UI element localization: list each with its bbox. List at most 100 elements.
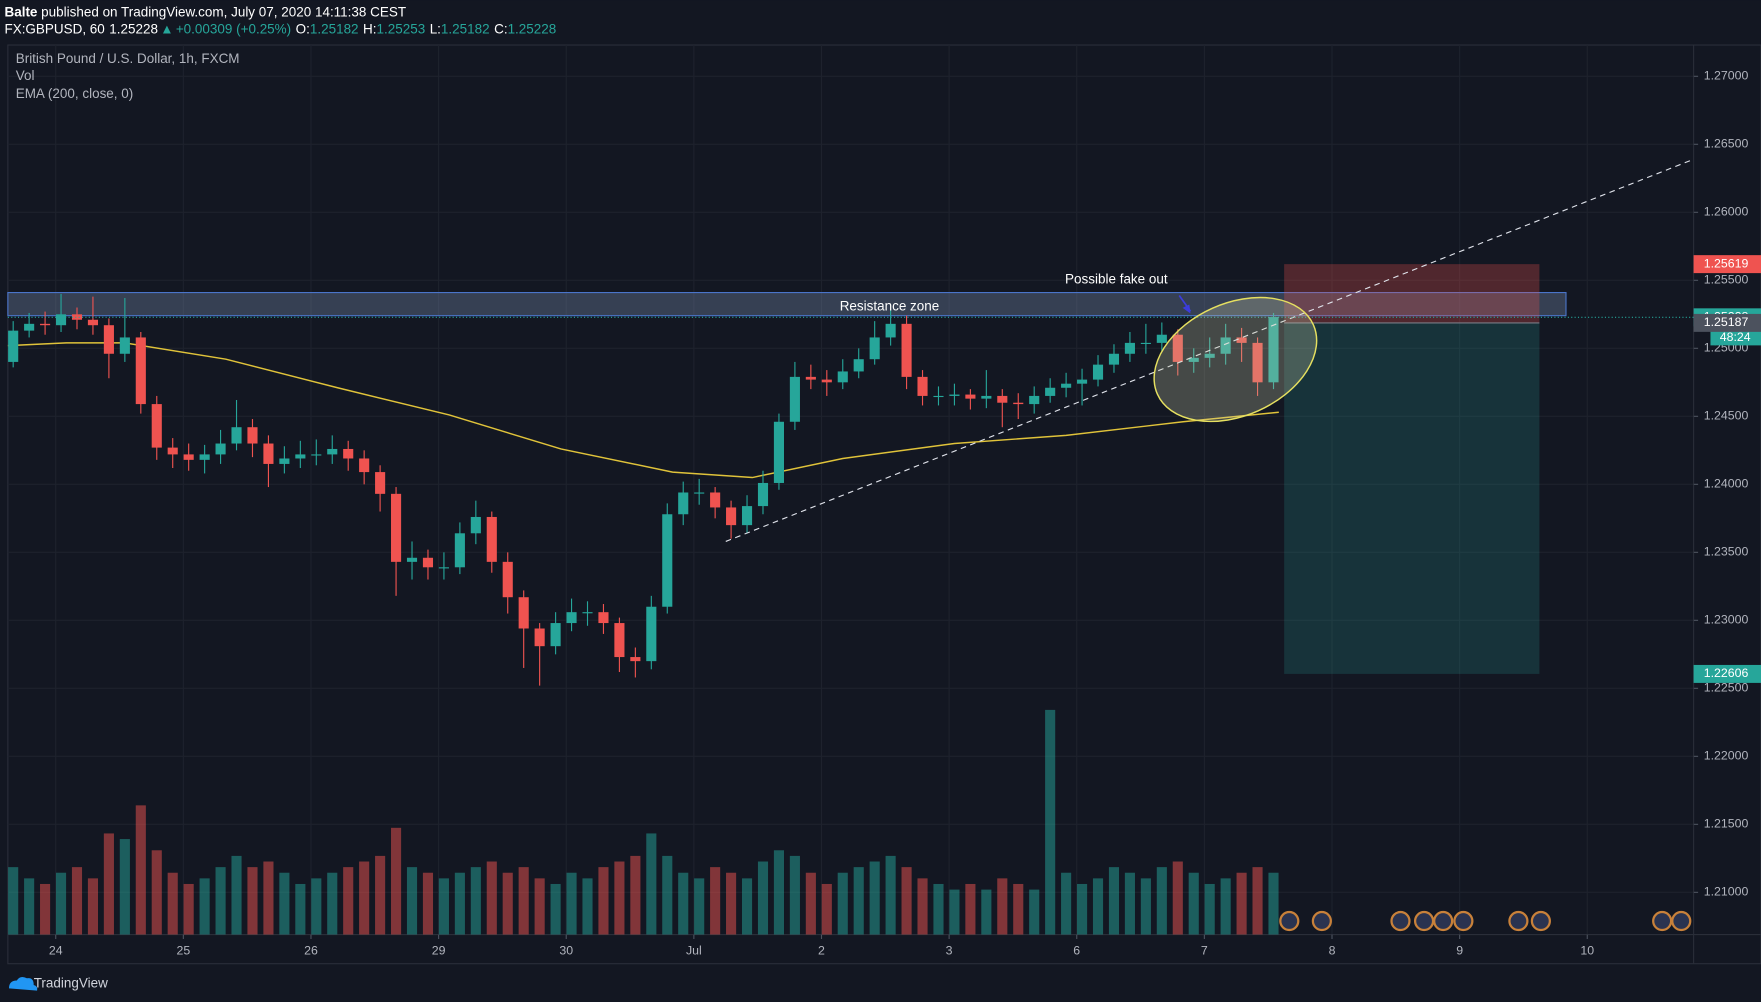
event-icon (1279, 910, 1300, 932)
candle-body (997, 395, 1008, 403)
candle-body (598, 612, 609, 624)
y-tick-label: 1.22500 (1704, 681, 1749, 695)
candle-body (231, 427, 242, 444)
ohlc-label: H: (363, 21, 376, 36)
volume-bar (1204, 883, 1215, 935)
chart-title: British Pound / U.S. Dollar, 1h, FXCM (16, 51, 240, 66)
volume-bar (1061, 872, 1072, 935)
volume-bar (359, 861, 370, 935)
volume-bar (869, 861, 880, 935)
candle-body (837, 371, 848, 383)
event-icon (1671, 910, 1692, 932)
candle-body (550, 623, 561, 647)
ohlc-value: 1.25182 (441, 21, 490, 36)
candle-body (1140, 342, 1151, 345)
volume-bar (1252, 867, 1263, 935)
chart-frame (7, 44, 1761, 965)
event-icons (1279, 910, 1692, 932)
volume-bar (534, 878, 545, 935)
candle-body (566, 612, 577, 624)
candle-body (87, 319, 99, 326)
target-zone (1284, 322, 1540, 674)
volume-bar (279, 872, 290, 935)
x-tick-label: 3 (946, 944, 953, 958)
candle-body (24, 323, 35, 331)
candle-body (614, 623, 625, 658)
candle-body (151, 404, 162, 448)
ohlc-label: O: (296, 21, 310, 36)
volume-bar (933, 883, 944, 935)
x-tick-label: 8 (1329, 944, 1336, 958)
volume-bar (965, 883, 976, 935)
volume-bar (1013, 883, 1024, 935)
annotation: Possible fake out (1065, 271, 1168, 286)
candle-body (8, 330, 19, 362)
candle-body (454, 533, 465, 568)
candle-body (1268, 317, 1279, 383)
x-tick-label: 7 (1201, 944, 1208, 958)
volume-bar (1220, 878, 1231, 935)
volume-bar (343, 867, 354, 935)
candle-body (726, 507, 737, 526)
volume-bar (231, 855, 242, 935)
volume-bar (55, 872, 67, 935)
volume-bar (327, 872, 338, 935)
y-tick-label: 1.21500 (1704, 817, 1749, 831)
candle-body (1045, 387, 1056, 396)
arrow-head (1182, 304, 1191, 314)
volume-bar (805, 872, 816, 935)
candle-body (55, 314, 67, 326)
volume-bar (1045, 709, 1056, 935)
volume-bar (1188, 872, 1199, 935)
volume-bar (726, 872, 737, 935)
candle-body (375, 472, 386, 494)
candle-body (71, 314, 83, 320)
candle-body (630, 657, 641, 662)
candle-body (534, 628, 545, 647)
volume-bar (566, 872, 577, 935)
volume-bar (247, 867, 258, 935)
trendline (725, 158, 1694, 542)
x-tick-label: Jul (686, 944, 702, 958)
volume-bar (1077, 883, 1088, 935)
candle-body (757, 482, 769, 507)
candle-body (853, 359, 864, 372)
volume-bar (837, 872, 848, 935)
x-tick-label: 9 (1456, 944, 1463, 958)
y-tick-label: 1.25500 (1704, 273, 1749, 287)
volume-bar (1268, 872, 1279, 935)
target-tag-label: 1.22606 (1704, 666, 1749, 680)
event-icon (1530, 910, 1551, 932)
y-tick-label: 1.27000 (1704, 69, 1749, 83)
candle-body (981, 395, 992, 399)
volume-bar (438, 878, 449, 935)
stop-zone (1284, 264, 1540, 323)
event-icon (1390, 910, 1411, 932)
candle-body (279, 458, 290, 464)
candle-body (710, 492, 721, 508)
candle-body (103, 325, 114, 354)
entry-tag-label: 1.25187 (1704, 315, 1749, 329)
candle-body (502, 561, 513, 598)
volume-bar (263, 861, 274, 935)
x-tick-label: 26 (304, 944, 318, 958)
candle-body (965, 394, 976, 399)
volume-bar (295, 883, 306, 935)
y-tick-label: 1.24000 (1704, 477, 1749, 491)
stop-tag (1693, 255, 1761, 274)
x-tick-label: 24 (49, 944, 63, 958)
logo (8, 977, 38, 991)
x-tick-label: 2 (818, 944, 825, 958)
candle-body (470, 516, 481, 534)
volume-bar (103, 833, 114, 935)
volume-bar (662, 855, 673, 935)
candle-body (486, 516, 497, 562)
author: Balte (4, 4, 37, 19)
volume-bar (710, 867, 721, 935)
volume-bar (502, 872, 513, 935)
candle-body (263, 443, 274, 464)
indicator: EMA (200, close, 0) (16, 86, 134, 101)
highlight-ellipse (1153, 296, 1318, 423)
